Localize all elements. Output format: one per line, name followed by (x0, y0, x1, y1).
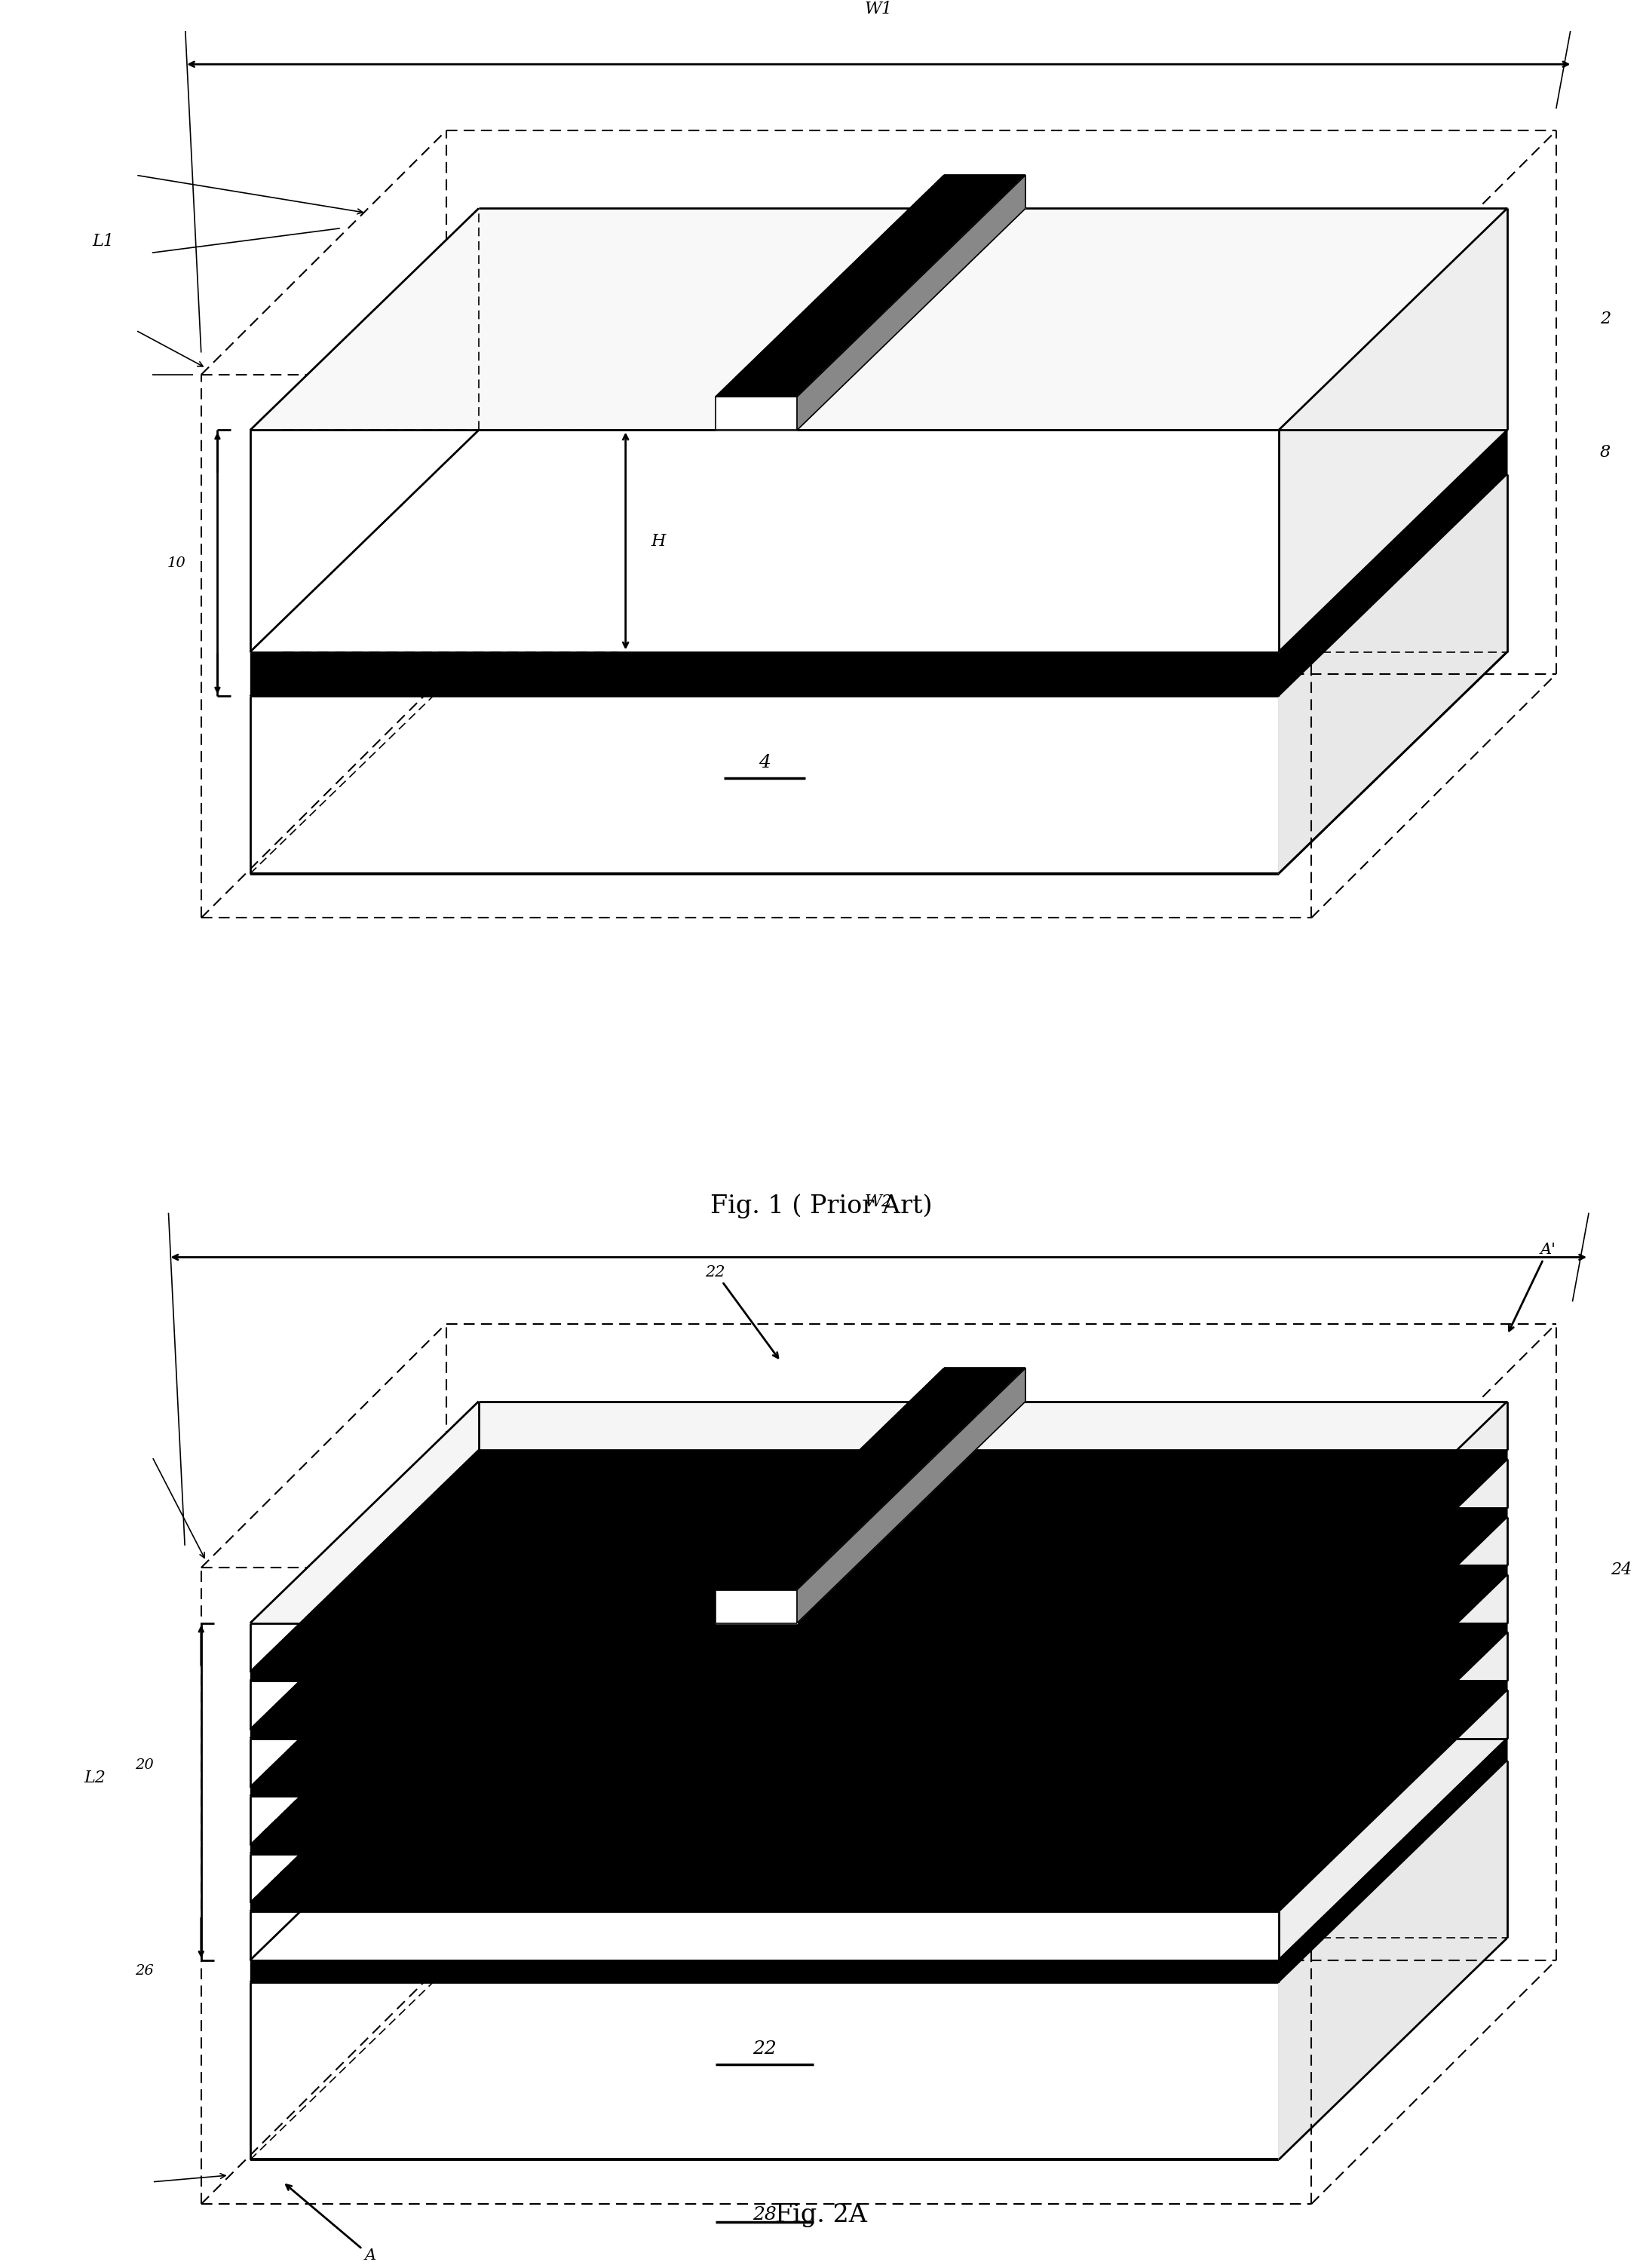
Polygon shape (250, 431, 1507, 651)
Polygon shape (797, 175, 1025, 431)
Polygon shape (250, 1853, 1278, 1903)
Polygon shape (1278, 1574, 1507, 1844)
Polygon shape (1278, 209, 1507, 651)
Polygon shape (1278, 1740, 1507, 1982)
Polygon shape (250, 1624, 1278, 1672)
Polygon shape (1278, 1633, 1507, 1903)
Polygon shape (250, 1960, 1278, 1982)
Polygon shape (250, 1633, 1507, 1853)
Text: H: H (651, 533, 665, 549)
Polygon shape (250, 1760, 1507, 1982)
Polygon shape (250, 1458, 1507, 1681)
Polygon shape (1278, 1760, 1507, 2159)
Text: 8: 8 (1600, 445, 1610, 460)
Polygon shape (1278, 1517, 1507, 1787)
Polygon shape (250, 1740, 1278, 1787)
Polygon shape (1278, 1624, 1507, 1853)
Polygon shape (1278, 1681, 1507, 1912)
Polygon shape (250, 1565, 1507, 1787)
Polygon shape (250, 1730, 1278, 1740)
Polygon shape (250, 1681, 1278, 1730)
Text: A': A' (1508, 1243, 1556, 1331)
Polygon shape (715, 1368, 1025, 1590)
Polygon shape (250, 1508, 1507, 1730)
Polygon shape (250, 1912, 1278, 1960)
Text: 20: 20 (135, 1758, 153, 1771)
Text: 22: 22 (705, 1266, 779, 1359)
Polygon shape (250, 696, 1278, 873)
Text: W2: W2 (864, 1193, 892, 1211)
Polygon shape (250, 651, 1278, 696)
Polygon shape (715, 1590, 797, 1624)
Polygon shape (250, 1690, 1507, 1912)
Polygon shape (1278, 474, 1507, 873)
Polygon shape (250, 1903, 1278, 1912)
Text: Fig. 2A: Fig. 2A (775, 2202, 868, 2227)
Polygon shape (797, 1368, 1025, 1624)
Text: Fig. 1 ( Prior Art): Fig. 1 ( Prior Art) (710, 1193, 933, 1218)
Text: 24: 24 (1610, 1563, 1631, 1579)
Text: A: A (286, 2184, 376, 2263)
Polygon shape (250, 1681, 1507, 1903)
Text: 2: 2 (1600, 311, 1610, 327)
Polygon shape (1278, 1402, 1507, 1672)
Text: 4: 4 (759, 753, 771, 771)
Text: 6: 6 (805, 225, 945, 388)
Text: L1: L1 (92, 234, 113, 249)
Polygon shape (250, 1402, 1507, 1624)
Polygon shape (250, 1449, 1507, 1672)
Polygon shape (715, 397, 797, 431)
Polygon shape (1278, 431, 1507, 696)
Text: L2: L2 (84, 1769, 105, 1787)
Polygon shape (1278, 1449, 1507, 1681)
Polygon shape (1278, 1508, 1507, 1740)
Text: 22: 22 (752, 2041, 777, 2057)
Polygon shape (250, 1796, 1278, 1844)
Polygon shape (250, 1982, 1278, 2159)
Polygon shape (250, 1624, 1507, 1844)
Text: W1: W1 (864, 0, 892, 18)
Polygon shape (250, 1844, 1278, 1853)
Polygon shape (1278, 1690, 1507, 1960)
Polygon shape (250, 209, 1507, 431)
Polygon shape (1278, 1458, 1507, 1730)
Polygon shape (1278, 1565, 1507, 1796)
Text: 10: 10 (168, 556, 186, 569)
Polygon shape (250, 1740, 1507, 1960)
Text: 28: 28 (752, 2207, 777, 2225)
Polygon shape (715, 175, 1025, 397)
Polygon shape (250, 431, 1278, 651)
Polygon shape (250, 1517, 1507, 1740)
Polygon shape (250, 1672, 1278, 1681)
Polygon shape (250, 474, 1507, 696)
Text: 26: 26 (135, 1964, 153, 1978)
Polygon shape (250, 1787, 1278, 1796)
Polygon shape (250, 1574, 1507, 1796)
